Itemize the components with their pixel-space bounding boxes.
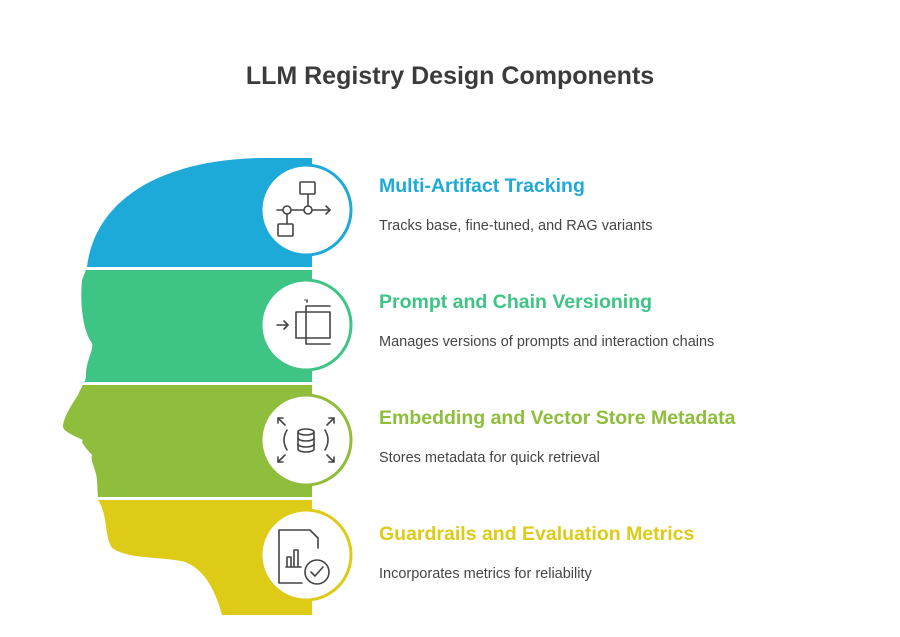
component-prompt-chain-versioning: Prompt and Chain Versioning Manages vers…: [379, 291, 714, 350]
component-description: Tracks base, fine-tuned, and RAG variant…: [379, 218, 653, 234]
component-heading: Guardrails and Evaluation Metrics: [379, 523, 695, 545]
component-description: Stores metadata for quick retrieval: [379, 450, 600, 466]
icon-circle-1: [259, 163, 353, 257]
component-description: Incorporates metrics for reliability: [379, 566, 592, 582]
diagram-title: LLM Registry Design Components: [245, 62, 655, 90]
workflow-diagram-icon: [276, 181, 331, 237]
component-heading: Prompt and Chain Versioning: [379, 291, 653, 313]
component-multi-artifact-tracking: Multi-Artifact Tracking Tracks base, fin…: [379, 175, 652, 234]
component-embedding-vector-metadata: Embedding and Vector Store Metadata Stor…: [379, 407, 735, 466]
icon-circle-4: [259, 508, 353, 602]
component-guardrails-evaluation: Guardrails and Evaluation Metrics Incorp…: [379, 523, 694, 582]
input-bracket-icon: [276, 299, 331, 345]
icon-circle-3: [259, 393, 353, 487]
database-expand-icon: [277, 417, 335, 463]
component-heading: Embedding and Vector Store Metadata: [379, 407, 736, 429]
report-check-icon: [278, 529, 330, 585]
component-heading: Multi-Artifact Tracking: [379, 175, 585, 197]
component-description: Manages versions of prompts and interact…: [379, 334, 715, 350]
